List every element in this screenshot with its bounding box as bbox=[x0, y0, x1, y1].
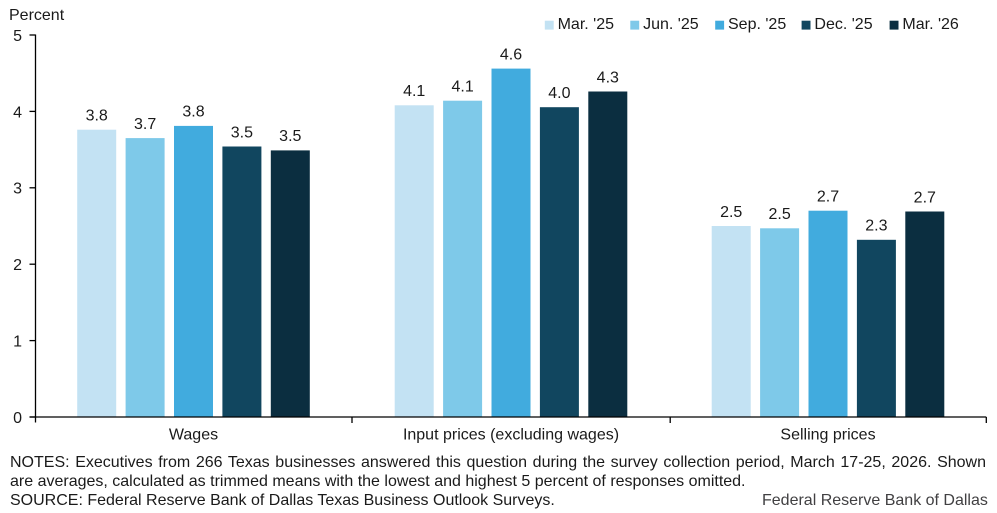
svg-text:2.3: 2.3 bbox=[865, 218, 887, 235]
svg-text:4.3: 4.3 bbox=[597, 69, 619, 86]
svg-text:3.5: 3.5 bbox=[279, 128, 301, 145]
svg-text:3.5: 3.5 bbox=[231, 124, 253, 141]
svg-text:Sep. '25: Sep. '25 bbox=[728, 16, 786, 33]
svg-text:3.8: 3.8 bbox=[86, 108, 108, 125]
svg-text:2.7: 2.7 bbox=[817, 189, 839, 206]
svg-text:2: 2 bbox=[13, 257, 22, 274]
svg-text:Input prices (excluding wages): Input prices (excluding wages) bbox=[403, 427, 619, 444]
svg-text:Dec. '25: Dec. '25 bbox=[814, 16, 872, 33]
svg-text:2.5: 2.5 bbox=[768, 206, 790, 223]
svg-text:1: 1 bbox=[13, 334, 22, 351]
svg-text:Mar. '26: Mar. '26 bbox=[902, 16, 959, 33]
svg-text:5: 5 bbox=[13, 28, 22, 45]
svg-text:Mar. '25: Mar. '25 bbox=[558, 16, 615, 33]
svg-text:0: 0 bbox=[13, 410, 22, 427]
svg-text:Jun. '25: Jun. '25 bbox=[643, 16, 699, 33]
svg-text:2.7: 2.7 bbox=[914, 189, 936, 206]
svg-text:4.1: 4.1 bbox=[451, 79, 473, 96]
svg-text:4: 4 bbox=[13, 104, 22, 121]
svg-text:Wages: Wages bbox=[169, 427, 218, 444]
svg-text:2.5: 2.5 bbox=[720, 204, 742, 221]
svg-text:4.6: 4.6 bbox=[500, 46, 522, 63]
svg-text:Selling prices: Selling prices bbox=[780, 427, 875, 444]
svg-text:4.0: 4.0 bbox=[548, 85, 570, 102]
svg-text:Percent: Percent bbox=[9, 7, 65, 24]
svg-text:4.1: 4.1 bbox=[403, 83, 425, 100]
svg-text:3.8: 3.8 bbox=[182, 104, 204, 121]
svg-text:3.7: 3.7 bbox=[134, 116, 156, 133]
svg-text:3: 3 bbox=[13, 181, 22, 198]
